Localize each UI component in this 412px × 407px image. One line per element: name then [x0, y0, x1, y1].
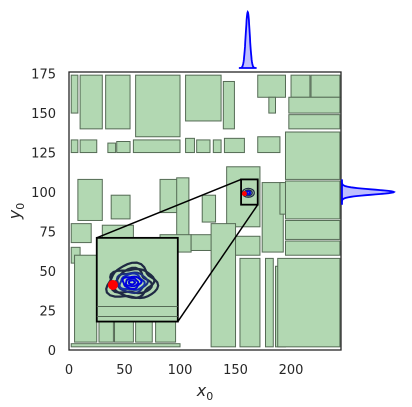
building-footprint: [70, 223, 92, 244]
building-footprint: [79, 139, 98, 154]
y-tick-label: 25: [39, 305, 56, 320]
building-footprint: [77, 178, 103, 221]
building-footprint: [185, 74, 222, 122]
x-axis-ticks: 0 50 100 150 200: [65, 363, 304, 378]
y-axis-ticks: 0 25 50 75 100 125 150 175: [31, 68, 56, 359]
plot-frame: [68, 71, 342, 351]
true-position-marker-zoomed: [107, 279, 118, 290]
building-footprint: [257, 74, 286, 98]
inset-frame: [95, 236, 179, 323]
density-contour: [246, 191, 251, 195]
density-contour: [115, 271, 149, 295]
building-footprint: [223, 137, 245, 154]
building-footprint: [226, 166, 261, 228]
building-footprint: [107, 142, 117, 154]
y-tick-label: 125: [31, 147, 56, 162]
x-tick-label: 100: [168, 363, 193, 378]
x-marginal-density: [238, 9, 257, 69]
x-tick-label: 0: [65, 363, 73, 378]
main-plot-area: [68, 71, 342, 351]
building-footprint: [261, 182, 284, 253]
building-footprint: [74, 254, 98, 343]
x-axis-label: x0: [196, 381, 213, 403]
building-footprint: [268, 96, 276, 114]
y-tick-label: 150: [31, 107, 56, 122]
building-footprint: [277, 257, 341, 348]
building-footprint: [288, 96, 341, 114]
building-footprint: [288, 114, 341, 130]
y-tick-label: 0: [48, 344, 56, 359]
density-contour: [118, 272, 146, 291]
y-tick-label: 100: [31, 186, 56, 201]
zoom-connector-line: [177, 204, 259, 322]
x-tick-label: 150: [223, 363, 248, 378]
building-footprint: [284, 219, 341, 240]
building-footprint: [185, 137, 195, 154]
building-footprint: [265, 257, 274, 348]
true-position-marker: [241, 191, 247, 197]
building-footprint: [201, 194, 217, 223]
building-footprint: [257, 136, 281, 154]
building-footprint: [132, 139, 181, 154]
building-footprint: [284, 180, 341, 220]
building-footprint: [105, 74, 131, 130]
density-contour: [121, 275, 143, 291]
y-axis-label: y0: [5, 203, 27, 220]
building-footprint: [222, 80, 235, 130]
zoom-inset: [95, 236, 179, 323]
density-contour: [128, 279, 137, 286]
building-footprint: [79, 74, 103, 130]
density-contour: [124, 276, 140, 288]
building-footprint: [135, 74, 181, 138]
building-footprint: [284, 240, 341, 256]
x-tick-label: 200: [279, 363, 304, 378]
building-footprint: [290, 74, 311, 98]
y-tick-label: 50: [39, 265, 56, 280]
building-footprint: [116, 141, 131, 154]
y-tick-label: 75: [39, 226, 56, 241]
building-footprint: [176, 177, 190, 237]
building-footprint: [284, 131, 341, 180]
building-footprint: [110, 194, 131, 220]
building-footprint: [70, 139, 79, 154]
building-footprint: [212, 139, 222, 154]
building-footprint: [239, 257, 261, 348]
building-footprint: [310, 74, 341, 98]
y-marginal-curve: [341, 179, 396, 205]
x-marginal-curve: [238, 9, 257, 69]
building-footprint: [70, 343, 181, 348]
y-marginal-density: [341, 179, 396, 205]
zoom-connector-line: [96, 178, 242, 239]
zoom-region-box: [240, 178, 259, 206]
y-tick-label: 175: [31, 68, 56, 83]
building-footprint: [70, 74, 79, 114]
x-tick-label: 50: [116, 363, 133, 378]
building-footprint: [196, 139, 211, 154]
